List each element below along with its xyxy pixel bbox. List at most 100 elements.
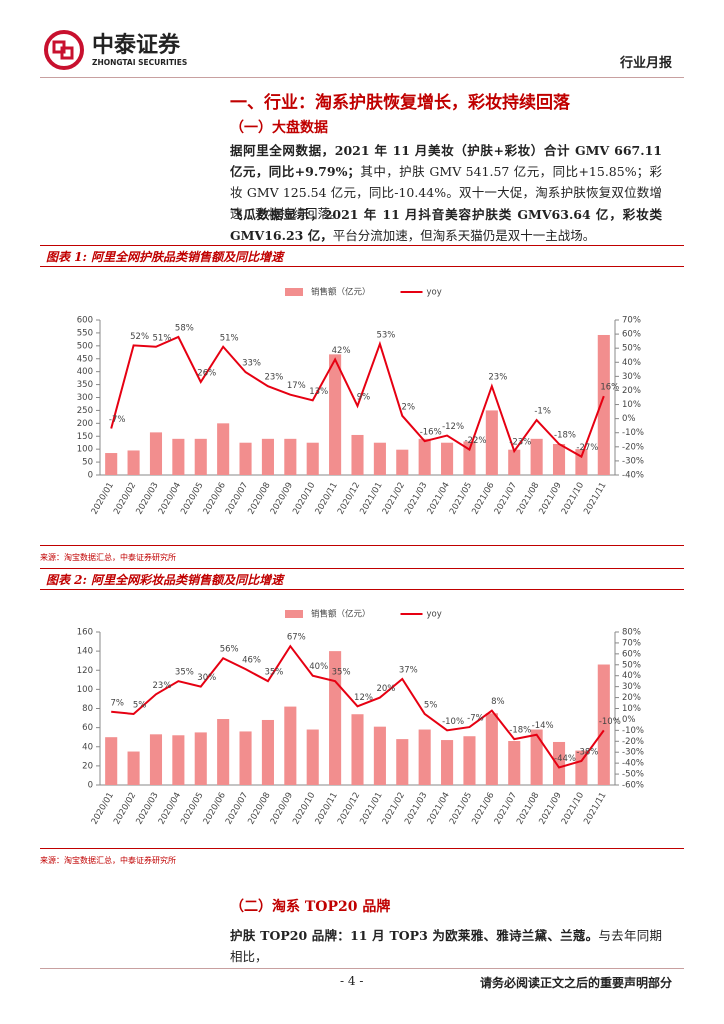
bar: [485, 410, 498, 475]
data-label: 16%: [600, 383, 619, 393]
y2-tick-label: 40%: [622, 671, 641, 681]
legend-swatch: [285, 610, 303, 618]
y-tick-label: 80: [82, 704, 93, 714]
data-label: 23%: [264, 373, 283, 383]
data-label: 5%: [133, 700, 147, 710]
bar: [284, 438, 297, 475]
y-tick-label: 0: [88, 471, 93, 481]
data-label: 51%: [153, 333, 172, 343]
y2-tick-label: 20%: [622, 693, 641, 703]
data-label: -14%: [532, 721, 554, 731]
y2-tick-label: -60%: [622, 781, 644, 791]
data-label: 35%: [332, 668, 351, 678]
y2-tick-label: 20%: [622, 386, 641, 396]
bar: [373, 442, 386, 475]
disclaimer: 请务必阅读正文之后的重要声明部分: [479, 976, 672, 990]
y2-tick-label: 60%: [622, 330, 641, 340]
y-tick-label: 160: [77, 628, 93, 638]
data-label: 53%: [376, 330, 395, 340]
bar: [127, 450, 140, 475]
y-tick-label: 300: [77, 393, 93, 403]
y-tick-label: 120: [77, 666, 93, 676]
data-label: 35%: [175, 668, 194, 678]
data-label: -1%: [534, 407, 551, 417]
y-tick-label: 60: [82, 723, 93, 733]
legend-label: yoy: [427, 288, 442, 298]
data-label: 13%: [309, 387, 328, 397]
subsection-title: （二）淘系 TOP20 品牌: [230, 899, 391, 915]
bar: [105, 737, 118, 785]
y-tick-label: 150: [77, 432, 93, 442]
y-tick-label: 200: [77, 419, 93, 429]
bar: [485, 713, 498, 785]
data-label: 51%: [220, 333, 239, 343]
bar: [463, 441, 476, 475]
y2-tick-label: 30%: [622, 682, 641, 692]
data-label: -7%: [109, 415, 126, 425]
chart: 0 50 100 150 200 250 300 350 400 450 500 550 600 -40%…: [77, 287, 644, 517]
y-tick-label: 250: [77, 406, 93, 416]
header-rule: [40, 77, 684, 78]
y2-tick-label: 0%: [622, 715, 636, 725]
bar: [284, 706, 297, 785]
data-label: 42%: [332, 346, 351, 356]
bar: [396, 739, 409, 785]
data-label: -10%: [599, 717, 621, 727]
y2-tick-label: -20%: [622, 737, 644, 747]
y2-tick-label: -10%: [622, 726, 644, 736]
y2-tick-label: 40%: [622, 358, 641, 368]
subsection-title: （一）大盘数据: [230, 120, 328, 136]
text: 其中，护肤 GMV 541.57 亿元，同比+15.85%；彩妆 GMV 125…: [230, 164, 663, 221]
y2-tick-label: -30%: [622, 456, 644, 466]
data-label: 30%: [197, 673, 216, 683]
data-label: -44%: [554, 754, 576, 764]
line: [110, 335, 605, 459]
legend-label: 销售额（亿元）: [311, 609, 371, 620]
bar: [597, 334, 610, 475]
bar: [239, 731, 252, 785]
figure-title: 图表 1: 阿里全网护肤品类销售额及同比增速: [40, 245, 684, 267]
y2-tick-label: -40%: [622, 471, 644, 481]
x-tick-label: 2021/11: [582, 791, 608, 827]
y-tick-label: 350: [77, 380, 93, 390]
bar: [508, 449, 521, 475]
data-label: 17%: [287, 381, 306, 391]
y2-tick-label: 50%: [622, 344, 641, 354]
bar: [217, 423, 230, 475]
bar: [261, 438, 274, 475]
data-label: 20%: [376, 684, 395, 694]
bold-text: 护肤 TOP20 品牌：11 月 TOP3 为欧莱雅、雅诗兰黛、兰蔻。: [230, 928, 599, 943]
y2-tick-label: -10%: [622, 428, 644, 438]
y2-tick-label: 60%: [622, 649, 641, 659]
data-label: -12%: [442, 422, 464, 432]
bar: [418, 438, 431, 475]
y-tick-label: 20: [82, 761, 93, 771]
data-label: 2%: [402, 402, 416, 412]
bar: [172, 735, 185, 785]
text: 与去年同期相比，: [230, 928, 662, 964]
logo-en: ZHONGTAI SECURITIES: [92, 58, 187, 67]
y-tick-label: 100: [77, 445, 93, 455]
y-tick-label: 140: [77, 647, 93, 657]
logo-cn: 中泰证券: [92, 32, 181, 58]
bar: [351, 434, 364, 475]
bar: [306, 442, 319, 475]
y2-tick-label: -20%: [622, 442, 644, 452]
data-label: 46%: [242, 656, 261, 666]
data-label: 12%: [354, 693, 373, 703]
data-label: 7%: [110, 698, 124, 708]
data-label: -23%: [509, 438, 531, 448]
y2-tick-label: 10%: [622, 704, 641, 714]
figure-title: 图表 2: 阿里全网彩妆品类销售额及同比增速: [40, 568, 684, 590]
data-label: -16%: [420, 428, 442, 438]
data-label: -22%: [464, 436, 486, 446]
bar: [396, 449, 409, 475]
report-type: 行业月报: [619, 56, 672, 71]
y-tick-label: 400: [77, 367, 93, 377]
data-label: 23%: [153, 681, 172, 691]
bold-text: 飞瓜数据显示，2021 年 11 月抖音美容护肤类 GMV63.64 亿，彩妆类…: [230, 207, 662, 243]
footer-rule: [40, 968, 684, 969]
bar: [418, 729, 431, 785]
data-label: 35%: [264, 668, 283, 678]
